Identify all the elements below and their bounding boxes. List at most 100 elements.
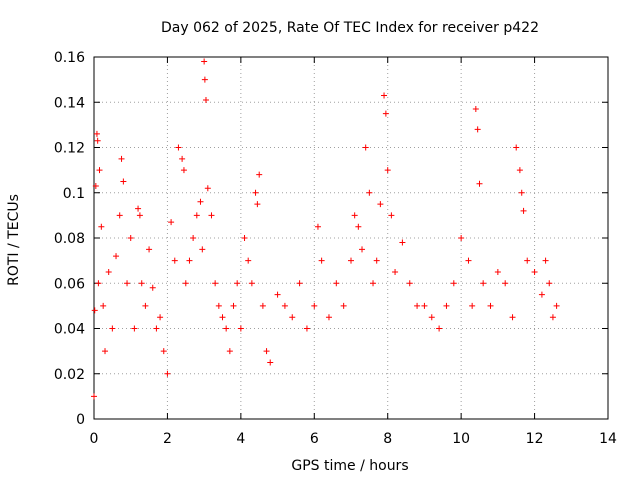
data-point [274,291,281,298]
data-point [553,302,560,309]
data-point [252,189,259,196]
data-point [256,171,263,178]
axis-ticks: 0 2 4 6 8 10 12 14 0 0.02 0.04 0.06 0.08 0.1 0.12 0.14 0… [54,50,617,447]
data-point [120,178,127,185]
y-tick-label: 0.06 [54,276,85,292]
data-point [263,348,270,355]
data-point [458,235,465,241]
data-point [182,280,189,287]
data-point [248,280,255,287]
data-point [127,235,134,241]
data-point [124,280,131,287]
x-tick-label: 2 [163,431,172,447]
data-point [92,182,99,189]
data-point [325,314,332,321]
data-point [164,370,171,377]
data-point [204,185,211,192]
data-point [93,130,100,137]
data-point [549,314,556,321]
data-point [237,325,244,332]
data-point [102,348,109,355]
data-point [469,302,476,309]
data-point [487,302,494,309]
data-point [450,280,457,287]
data-point [98,223,105,230]
data-point [351,212,358,219]
data-point [212,280,219,287]
x-tick-label: 14 [599,431,617,447]
y-tick-label: 0.12 [54,141,85,157]
x-tick-label: 12 [526,431,544,447]
data-point [180,167,187,174]
data-point [281,302,288,309]
data-point [377,201,384,208]
data-point [546,280,553,287]
data-point [142,302,149,309]
data-point [94,137,101,144]
data-point [116,212,123,219]
data-point [382,110,389,117]
data-point [208,212,215,219]
y-tick-label: 0.14 [54,95,85,111]
data-point [149,284,156,291]
data-point [267,359,274,366]
data-point [388,212,395,219]
data-point [311,302,318,309]
data-point [476,180,483,187]
data-point [373,257,380,264]
data-point [241,235,248,241]
data-point [100,302,107,309]
data-point [91,307,98,314]
data-point [333,280,340,287]
grid-lines [94,57,608,419]
data-point [406,280,413,287]
y-axis-label: ROTI / TECUs [6,194,22,286]
data-point [175,144,182,151]
data-point [436,325,443,332]
data-point [254,201,261,208]
data-point [138,280,145,287]
data-point [135,205,142,212]
data-point [340,302,347,309]
data-point [91,393,97,400]
data-point [215,302,222,309]
data-point [494,268,501,275]
y-tick-label: 0.02 [54,367,85,383]
data-point [421,302,428,309]
x-axis-label: GPS time / hours [291,458,408,474]
data-point [197,198,204,205]
data-point [168,219,175,226]
data-point [509,314,516,321]
data-point [366,189,373,196]
data-point [157,314,164,321]
data-point [179,155,186,162]
y-tick-label: 0.04 [54,322,85,338]
data-points [91,58,560,400]
data-point [502,280,509,287]
data-point [472,106,479,113]
data-point [399,239,406,246]
data-point [428,314,435,321]
data-point [199,246,206,253]
data-point [362,144,369,151]
data-point [303,325,310,332]
data-point [190,235,197,241]
x-tick-label: 0 [90,431,99,447]
y-tick-label: 0 [76,412,85,428]
data-point [202,96,209,103]
data-point [296,280,303,287]
data-point [105,268,112,275]
data-point [542,257,549,264]
data-point [465,257,472,264]
data-point [318,257,325,264]
y-tick-label: 0.16 [54,50,85,66]
data-point [223,325,230,332]
data-point [95,280,102,287]
data-point [520,207,527,214]
data-point [226,348,233,355]
x-tick-label: 4 [236,431,245,447]
data-point [392,268,399,275]
data-point [131,325,138,332]
data-point [171,257,178,264]
data-point [381,92,388,99]
